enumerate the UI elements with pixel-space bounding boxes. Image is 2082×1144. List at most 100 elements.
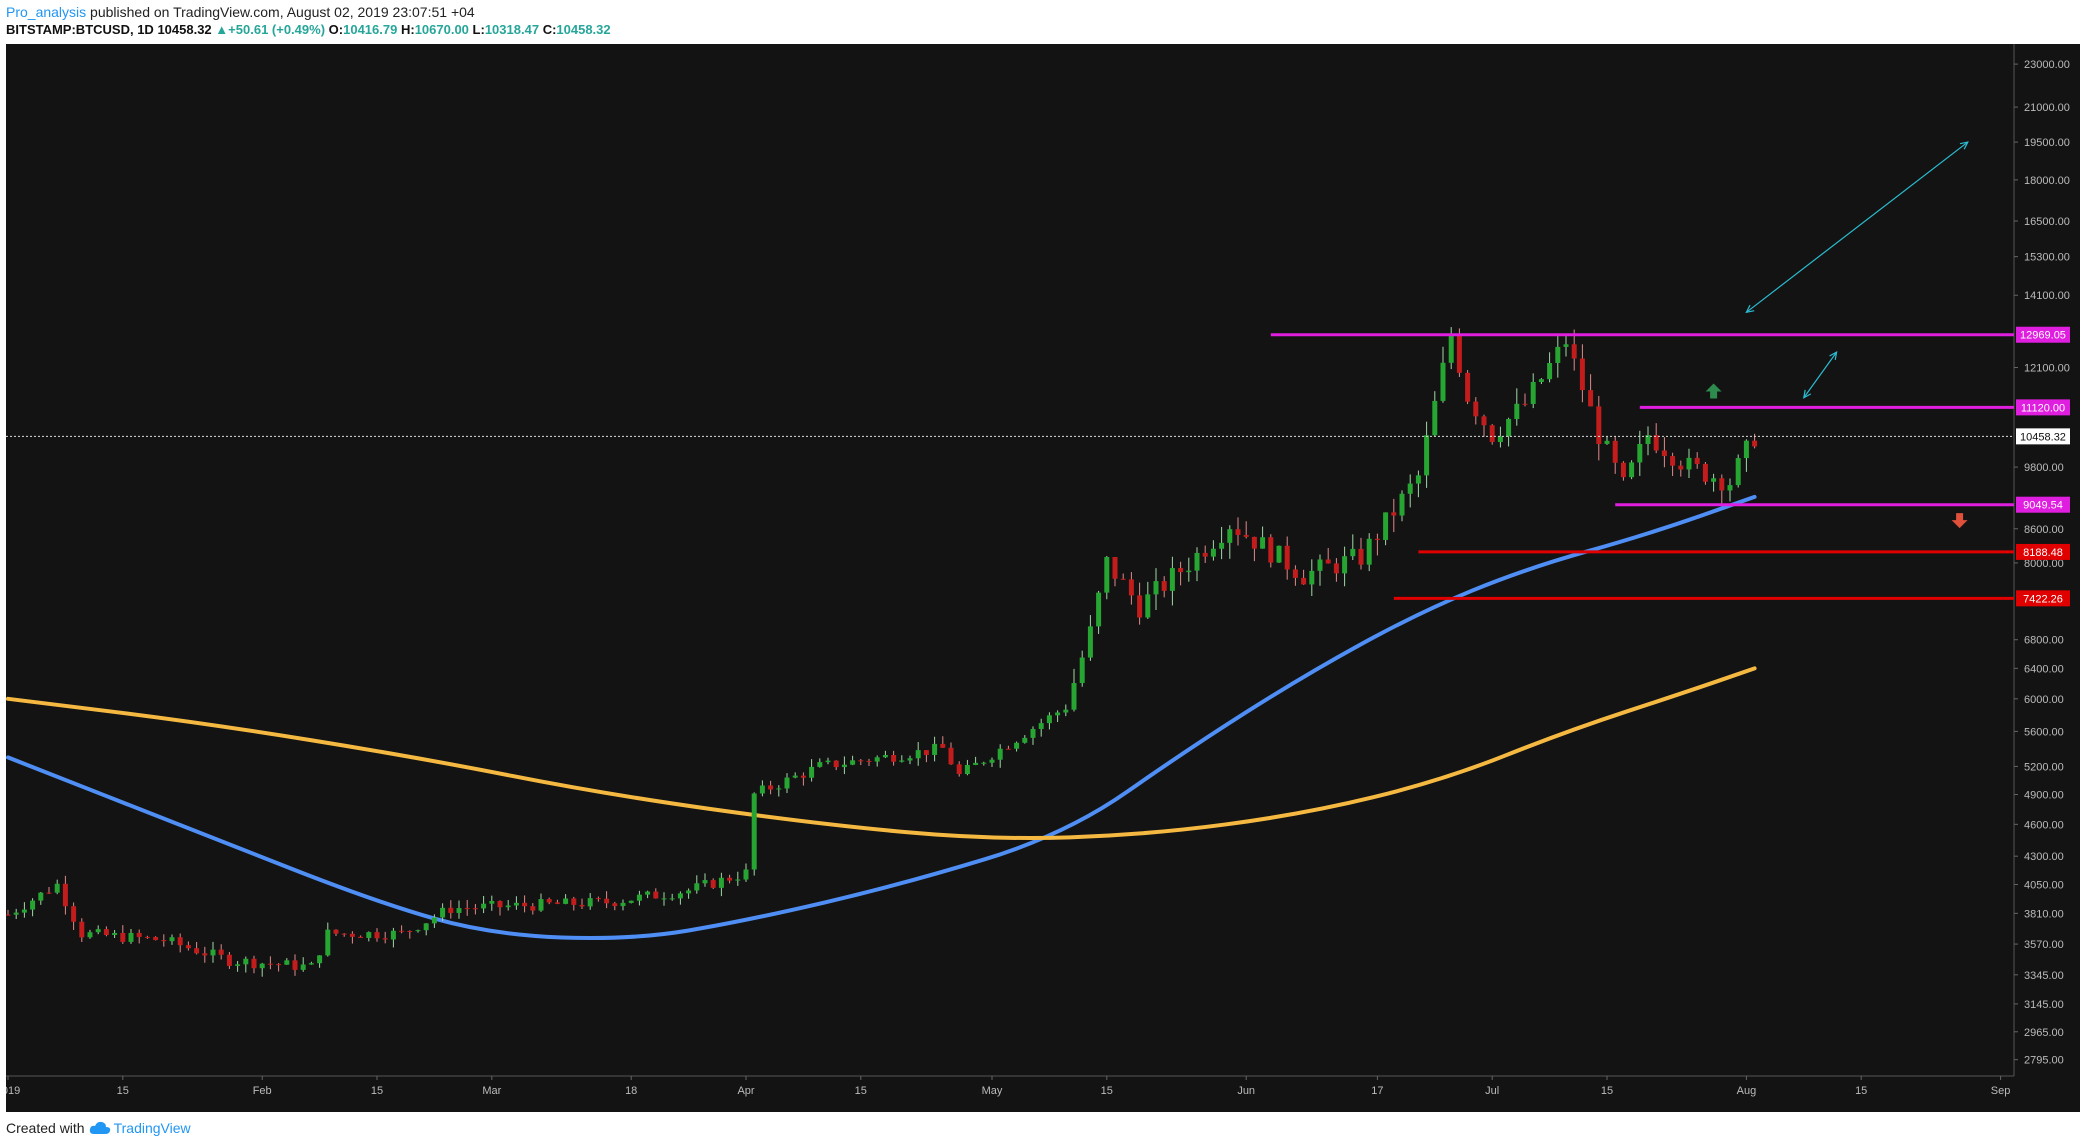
y-tick-label: 12100.00 <box>2024 362 2070 374</box>
candle-body <box>243 958 249 965</box>
candle-body <box>809 766 815 778</box>
candle-body <box>1276 545 1282 563</box>
author-link[interactable]: Pro_analysis <box>6 4 87 20</box>
candle-body <box>62 883 68 907</box>
candle-body <box>973 762 979 765</box>
candle-body <box>538 899 544 911</box>
candle-body <box>1169 568 1175 591</box>
candle-body <box>1563 344 1569 347</box>
arrowhead-icon <box>1959 141 1969 150</box>
tradingview-logo[interactable]: TradingView <box>89 1120 191 1136</box>
candle-body <box>964 764 970 775</box>
candle-body <box>415 930 421 932</box>
candle-body <box>120 932 126 942</box>
level-price-badge <box>2016 326 2070 343</box>
x-tick-label: 15 <box>117 1085 129 1097</box>
candle-body <box>300 964 306 970</box>
candle-body <box>1268 537 1274 563</box>
candle-body <box>759 785 765 794</box>
trend-arrow-line[interactable] <box>1803 351 1838 399</box>
y-tick-label: 5200.00 <box>2024 761 2064 773</box>
candle-body <box>866 760 872 762</box>
candle-body <box>1579 358 1585 391</box>
candle-body <box>505 905 511 908</box>
y-tick-label: 3810.00 <box>2024 908 2064 920</box>
candle-body <box>1005 748 1011 750</box>
candle-body <box>144 936 150 938</box>
candle-body <box>1350 548 1356 557</box>
candle-body <box>333 929 339 934</box>
candle-body <box>1391 512 1397 516</box>
close-value: 10458.32 <box>556 22 611 37</box>
candle-body <box>1301 577 1307 585</box>
candle-body <box>1325 559 1331 564</box>
published-text: published on TradingView.com, August 02,… <box>90 4 475 20</box>
candle-body <box>30 900 36 910</box>
candle-body <box>1448 334 1454 363</box>
candle-body <box>1743 440 1749 459</box>
candle-body <box>1440 362 1446 401</box>
candle-body <box>1547 362 1553 380</box>
candle-body <box>915 750 921 759</box>
high-value: 10670.00 <box>414 22 469 37</box>
candle-body <box>686 890 692 894</box>
candle-body <box>636 894 642 901</box>
x-tick-label: 15 <box>1855 1085 1867 1097</box>
candle-body <box>751 793 757 870</box>
x-tick-label: Feb <box>253 1085 272 1097</box>
level-price-label: 11120.00 <box>2021 402 2065 414</box>
candle-body <box>251 958 257 969</box>
candle-body <box>341 933 347 935</box>
candle-body <box>202 953 208 956</box>
x-tick-label: May <box>982 1085 1003 1097</box>
candle-body <box>743 869 749 880</box>
candle-body <box>1383 512 1389 540</box>
candle-body <box>1653 435 1659 451</box>
arrow-down-icon[interactable] <box>1951 513 1968 529</box>
candle-body <box>1104 557 1110 593</box>
arrow-up-icon[interactable] <box>1705 383 1722 399</box>
candle-body <box>136 932 142 937</box>
candle-body <box>1497 436 1503 443</box>
candle-body <box>1415 475 1421 484</box>
candle-body <box>128 932 134 942</box>
level-price-label: 12969.05 <box>2020 330 2066 342</box>
candle-body <box>1227 529 1233 543</box>
trend-arrow-line[interactable] <box>1746 141 1969 313</box>
price-chart[interactable]: 23000.00 21000.00 19500.00 18000.00 16500.00… <box>6 44 2080 1112</box>
y-tick-label: 4050.00 <box>2024 879 2064 891</box>
candle-body <box>661 898 667 900</box>
candle-body <box>1399 493 1405 516</box>
y-tick-label: 3145.00 <box>2024 999 2064 1011</box>
candle-body <box>259 963 265 969</box>
price-axis[interactable] <box>2014 44 2080 1076</box>
candle-body <box>46 892 52 894</box>
candle-body <box>38 892 44 901</box>
candle-body <box>571 898 577 905</box>
candle-body <box>79 921 85 938</box>
close-label: C: <box>542 22 557 37</box>
candle-body <box>1046 715 1052 724</box>
candle-body <box>1309 570 1315 585</box>
high-label: H: <box>400 22 415 37</box>
candle-body <box>546 899 552 903</box>
candle-body <box>374 932 380 939</box>
candle-body <box>431 917 437 924</box>
candle-body <box>1342 556 1348 574</box>
candle-body <box>932 743 938 755</box>
symbol-label: BITSTAMP:BTCUSD, 1D <box>6 22 154 37</box>
candle-body <box>1186 570 1192 573</box>
candle-body <box>87 932 93 938</box>
moving-average-line <box>6 666 1757 841</box>
candle-body <box>694 883 700 891</box>
candle-body <box>1596 406 1602 444</box>
x-tick-label: Apr <box>737 1085 754 1097</box>
candle-body <box>874 757 880 762</box>
candle-body <box>645 891 651 895</box>
level-price-label: 8188.48 <box>2023 547 2063 559</box>
candle-body <box>727 877 733 881</box>
y-tick-label: 8600.00 <box>2024 524 2064 536</box>
plot-area[interactable] <box>6 44 2014 1076</box>
candle-body <box>1481 416 1487 426</box>
time-axis[interactable] <box>6 1076 2080 1112</box>
